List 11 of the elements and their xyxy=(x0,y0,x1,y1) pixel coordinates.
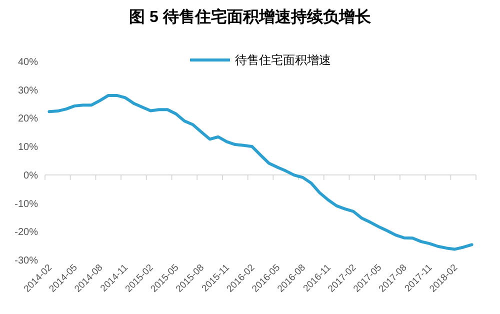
y-tick-label: -20% xyxy=(14,227,38,238)
chart-title: 图 5 待售住宅面积增速持续负增长 xyxy=(129,7,372,26)
legend-label: 待售住宅面积增速 xyxy=(235,53,331,68)
y-tick-label: 0% xyxy=(24,170,38,182)
y-tick-label: -30% xyxy=(14,256,38,266)
y-tick-label: 10% xyxy=(18,142,38,154)
y-tick-label: -10% xyxy=(14,198,38,210)
y-tick-label: 20% xyxy=(18,114,38,125)
y-tick-label: 30% xyxy=(18,85,38,96)
line-series xyxy=(48,94,474,251)
y-tick-label: 40% xyxy=(18,56,38,68)
